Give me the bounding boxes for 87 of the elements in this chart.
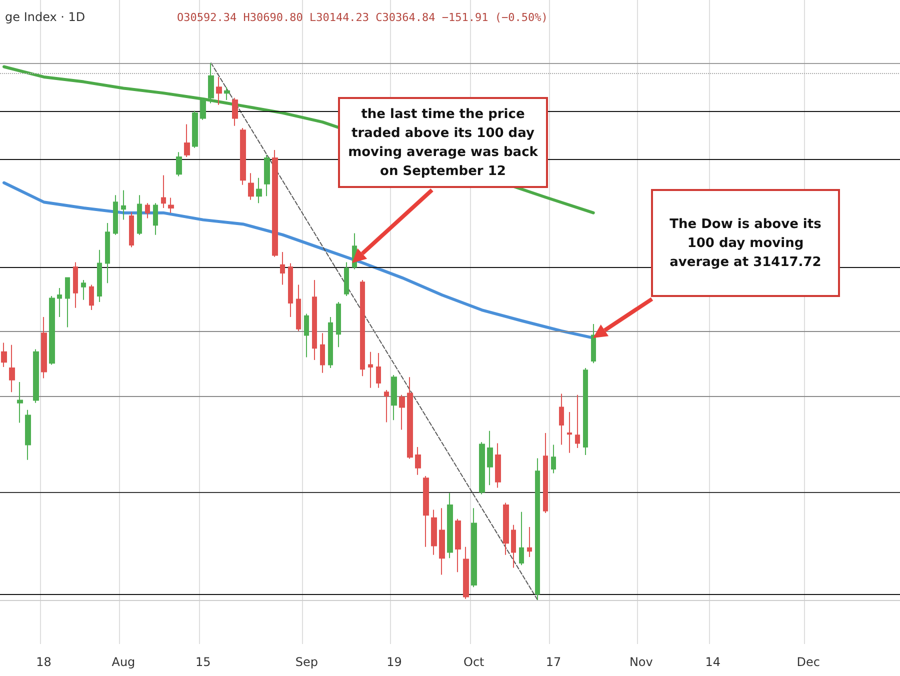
candlestick (399, 394, 405, 430)
candlestick (304, 313, 309, 358)
candlestick (471, 508, 477, 588)
candlestick (503, 502, 509, 556)
candlestick (447, 492, 453, 559)
candlestick (1, 342, 7, 368)
candlestick (535, 458, 540, 600)
candlestick (248, 172, 254, 200)
candlestick (280, 252, 285, 286)
candlestick (519, 511, 524, 566)
candlestick (543, 432, 548, 514)
candlestick (511, 524, 516, 568)
callout-box: The Dow is above its 100 day moving average at 31417.72 (651, 189, 840, 297)
x-tick-label: 19 (386, 655, 402, 669)
candlestick (113, 194, 118, 236)
candlestick (65, 277, 70, 328)
candlestick (49, 296, 55, 366)
candlestick (161, 174, 166, 208)
candlestick (583, 368, 588, 456)
candlestick (33, 348, 39, 404)
candlestick (105, 222, 110, 284)
candlestick (423, 475, 429, 548)
candlestick (129, 212, 134, 248)
candlestick (328, 316, 333, 369)
x-tick-label: Sep (295, 655, 318, 669)
candlestick (81, 279, 86, 300)
candlestick (407, 376, 413, 460)
candlestick (296, 284, 301, 332)
candlestick (272, 149, 278, 258)
x-tick-label: Nov (629, 655, 653, 669)
candlestick (527, 526, 532, 558)
candlestick (344, 262, 349, 297)
x-tick-label: Dec (796, 655, 820, 669)
x-tick-label: 18 (36, 655, 52, 669)
x-tick-label: 17 (546, 655, 562, 669)
candlestick (17, 381, 23, 424)
candlestick (25, 409, 31, 460)
candlestick (575, 394, 580, 449)
chart-subtitle: O30592.34 H30690.80 L30144.23 C30364.84 −151.91 (−0.50%) (177, 11, 548, 24)
candlestick (176, 152, 182, 177)
candlestick (415, 446, 421, 476)
candlestick (439, 508, 445, 576)
x-tick-label: 15 (195, 655, 211, 669)
candlestick (73, 262, 78, 308)
candlestick (431, 509, 437, 556)
candlestick (240, 127, 246, 186)
candlestick (97, 249, 102, 302)
candlestick (192, 110, 198, 148)
candlestick (559, 393, 564, 446)
candlestick (264, 154, 270, 197)
candlestick (232, 97, 238, 126)
candlestick (9, 344, 15, 393)
candlestick (224, 86, 230, 101)
candlestick (200, 97, 206, 120)
candlestick (137, 194, 142, 236)
candlestick (463, 546, 469, 600)
candlestick (336, 301, 341, 348)
candlestick (89, 284, 94, 311)
candlestick (57, 288, 62, 318)
candlestick (320, 332, 325, 374)
candlestick (216, 76, 222, 106)
candlestick (479, 442, 485, 495)
x-tick-label: Aug (112, 655, 136, 669)
candlestick (153, 202, 158, 236)
candlestick (495, 442, 501, 488)
candlestick (184, 124, 190, 158)
candlestick (288, 262, 293, 318)
candlestick (455, 518, 461, 573)
candlestick (591, 323, 596, 364)
candlestick (41, 316, 47, 379)
candlestick (312, 279, 317, 360)
candlestick (145, 202, 150, 219)
candlestick (567, 412, 572, 454)
candlestick (487, 430, 493, 486)
candlestick (168, 197, 174, 214)
candlestick (121, 190, 126, 220)
candlestick (376, 352, 381, 388)
callout-box: the last time the price traded above its 100 day moving average was back on September 12 (338, 97, 548, 188)
candlestick (368, 351, 373, 388)
candlestick (384, 390, 389, 423)
candlestick (551, 444, 556, 474)
chart-title: ge Index · 1D (5, 10, 86, 24)
candlestick (256, 177, 262, 204)
candlestick (391, 374, 397, 421)
x-tick-label: 14 (705, 655, 720, 669)
x-tick-label: Oct (464, 655, 485, 669)
candlestick (360, 279, 365, 377)
